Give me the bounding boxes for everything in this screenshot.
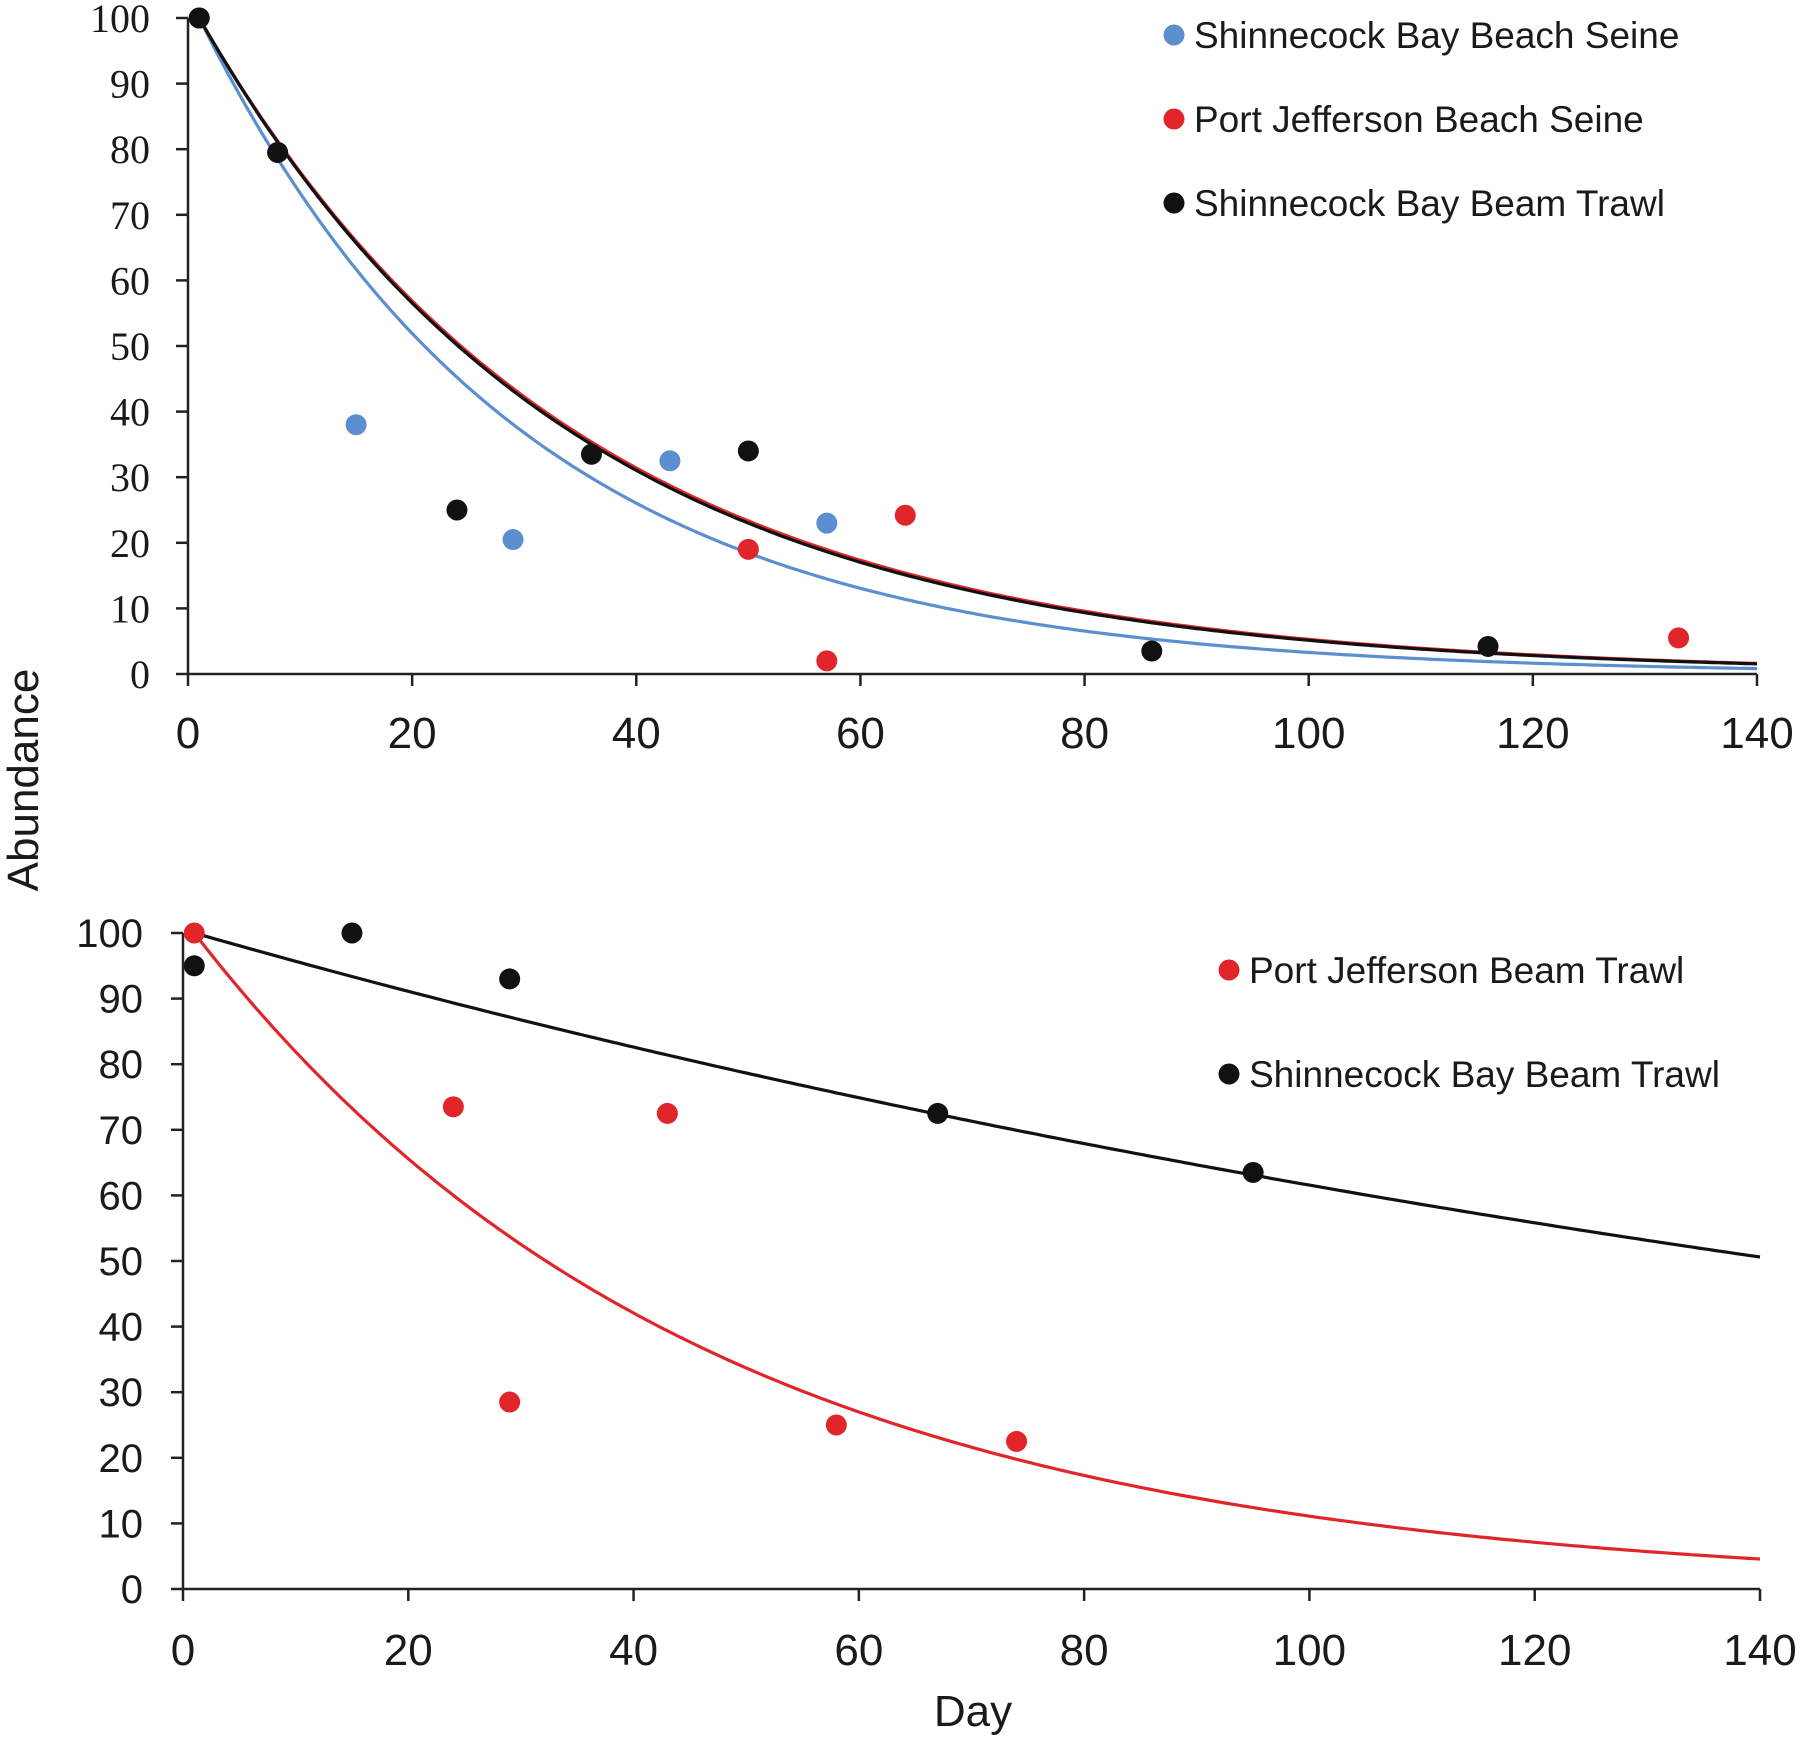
data-point-series-1 <box>927 1102 949 1124</box>
data-point-series-0 <box>825 1414 847 1436</box>
y-tick-label: 20 <box>99 1437 144 1481</box>
data-point-series-1 <box>341 922 363 944</box>
legend-marker <box>1163 108 1185 130</box>
x-tick-label: 100 <box>1272 709 1345 758</box>
data-point-series-1 <box>816 650 838 672</box>
data-point-series-2 <box>1477 635 1499 657</box>
data-point-series-0 <box>816 512 838 534</box>
legend-label: Shinnecock Bay Beam Trawl <box>1249 1054 1720 1095</box>
data-point-series-0 <box>502 529 524 551</box>
data-point-series-0 <box>1006 1430 1028 1452</box>
y-tick-label: 100 <box>76 912 143 956</box>
legend-marker <box>1218 1063 1240 1085</box>
data-point-series-2 <box>1141 640 1163 662</box>
y-tick-label: 0 <box>130 652 150 697</box>
y-tick-label: 50 <box>110 324 150 369</box>
data-point-series-2 <box>446 499 468 521</box>
y-tick-label: 90 <box>110 62 150 107</box>
y-tick-label: 40 <box>99 1306 144 1350</box>
data-point-series-1 <box>737 538 759 560</box>
y-tick-label: 90 <box>99 978 144 1022</box>
x-tick-label: 120 <box>1498 1626 1571 1675</box>
y-tick-label: 0 <box>121 1568 143 1612</box>
y-axis-title: Abundance <box>0 669 48 892</box>
y-tick-label: 60 <box>99 1174 144 1218</box>
x-tick-label: 100 <box>1273 1626 1346 1675</box>
data-point-series-0 <box>345 414 367 436</box>
y-tick-label: 100 <box>90 0 150 41</box>
y-tick-label: 40 <box>110 390 150 435</box>
x-tick-label: 80 <box>1060 709 1109 758</box>
data-point-series-1 <box>499 968 521 990</box>
fit-curve-series-2 <box>197 17 1758 666</box>
data-point-series-2 <box>580 443 602 465</box>
fit-curve-series-0 <box>197 17 1758 671</box>
y-tick-label: 30 <box>110 455 150 500</box>
legend-marker <box>1163 24 1185 46</box>
y-tick-label: 70 <box>99 1109 144 1153</box>
top-panel: 0 10 20 30 40 50 60 70 80 90 100 0 20 40 60 80 100 120 140… <box>90 0 1794 758</box>
y-tick-label: 30 <box>99 1371 144 1415</box>
data-point-series-1 <box>1668 627 1690 649</box>
x-axis-title: Day <box>934 1687 1012 1736</box>
x-tick-label: 140 <box>1723 1626 1796 1675</box>
data-point-series-1 <box>1242 1161 1264 1183</box>
y-tick-label: 10 <box>110 586 150 631</box>
data-point-series-0 <box>656 1102 678 1124</box>
x-tick-label: 20 <box>384 1626 433 1675</box>
data-point-series-0 <box>183 922 205 944</box>
data-point-series-1 <box>894 504 916 526</box>
legend-label: Shinnecock Bay Beam Trawl <box>1194 183 1665 224</box>
x-tick-label: 80 <box>1060 1626 1109 1675</box>
legend-label: Port Jefferson Beam Trawl <box>1249 950 1684 991</box>
y-tick-label: 60 <box>110 258 150 303</box>
x-tick-label: 60 <box>834 1626 883 1675</box>
x-tick-label: 60 <box>836 709 885 758</box>
y-tick-label: 70 <box>110 193 150 238</box>
x-tick-label: 0 <box>176 709 200 758</box>
fit-curve-series-1 <box>193 931 1761 1259</box>
y-tick-label: 80 <box>110 127 150 172</box>
legend-label: Port Jefferson Beach Seine <box>1194 99 1644 140</box>
data-point-series-2 <box>267 141 289 163</box>
y-tick-label: 10 <box>99 1502 144 1546</box>
bottom-panel: 0 10 20 30 40 50 60 70 80 90 100 0 20 40 60 80 100 120 140… <box>76 912 1796 1675</box>
data-point-series-0 <box>659 450 681 472</box>
data-point-series-0 <box>442 1096 464 1118</box>
data-point-series-2 <box>188 7 210 29</box>
legend-label: Shinnecock Bay Beach Seine <box>1194 15 1679 56</box>
data-point-series-0 <box>499 1391 521 1413</box>
x-tick-label: 0 <box>171 1626 195 1675</box>
x-tick-label: 40 <box>612 709 661 758</box>
x-tick-label: 20 <box>388 709 437 758</box>
y-tick-label: 50 <box>99 1240 144 1284</box>
x-tick-label: 40 <box>609 1626 658 1675</box>
x-tick-label: 120 <box>1496 709 1569 758</box>
y-tick-label: 20 <box>110 521 150 566</box>
data-point-series-2 <box>737 440 759 462</box>
legend-marker <box>1163 192 1185 214</box>
y-tick-label: 80 <box>99 1043 144 1087</box>
x-tick-label: 140 <box>1720 709 1793 758</box>
fit-curve-series-0 <box>193 932 1761 1561</box>
legend-marker <box>1218 959 1240 981</box>
data-point-series-1 <box>183 955 205 977</box>
